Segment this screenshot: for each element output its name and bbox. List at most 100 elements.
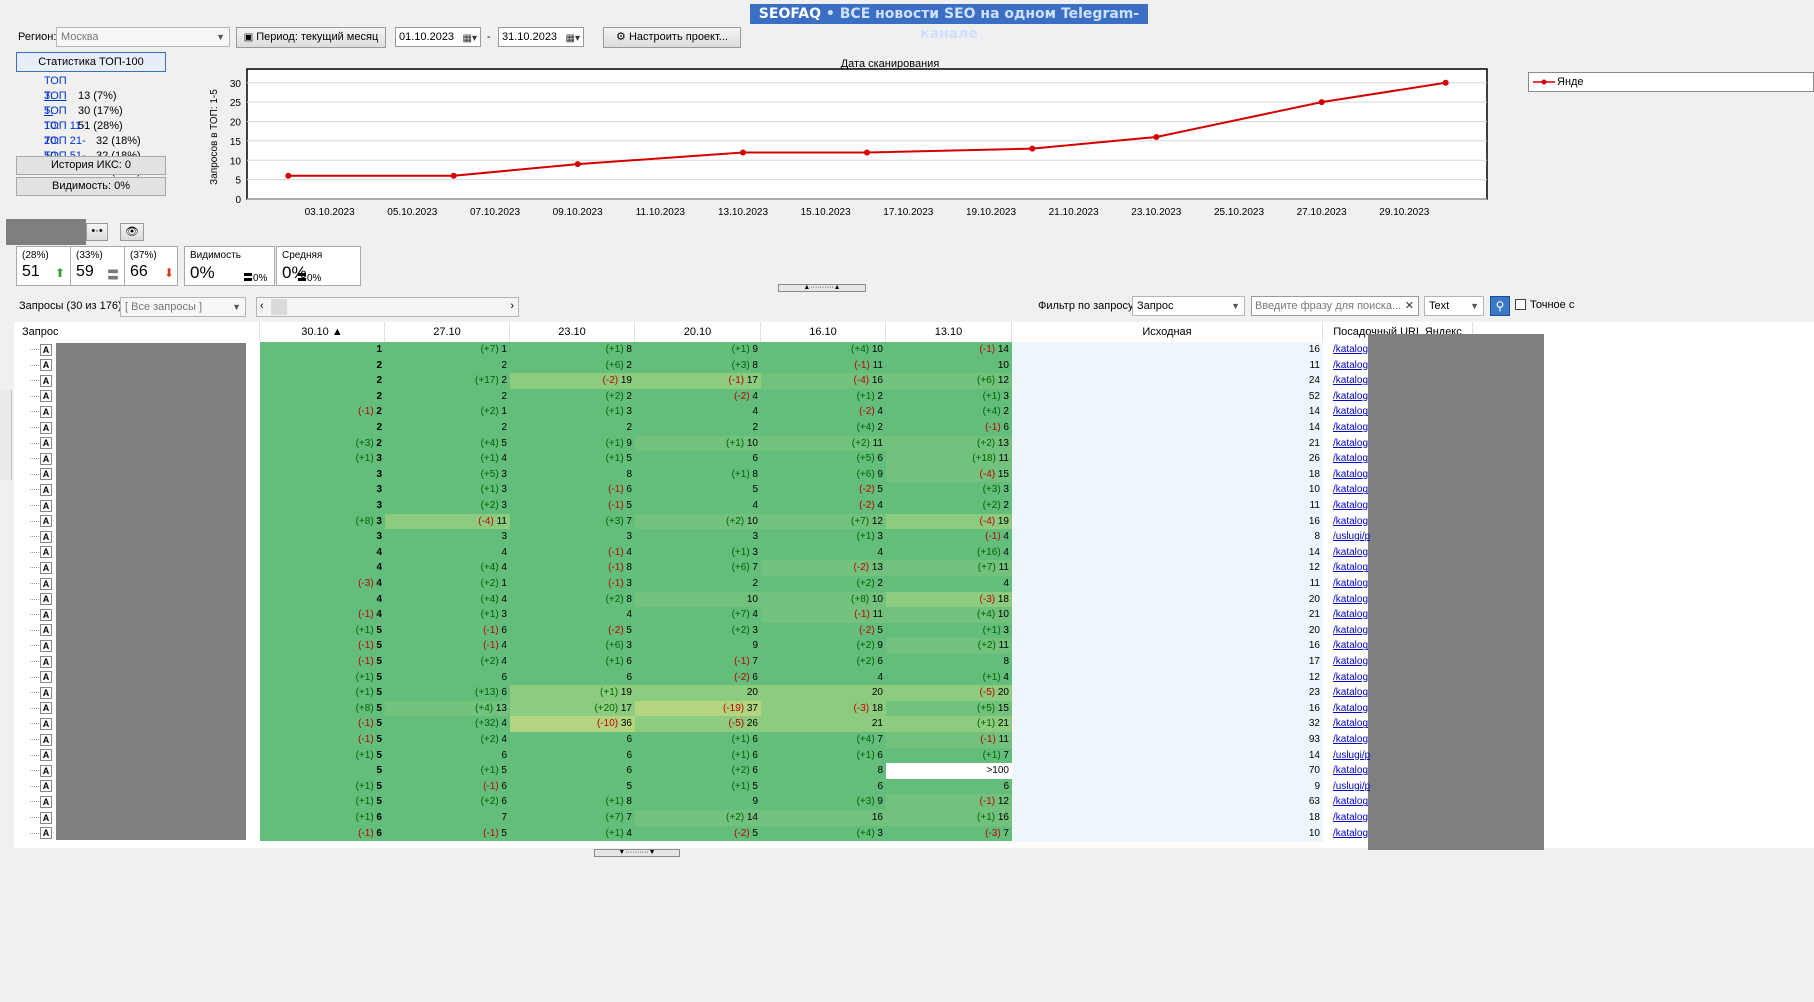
position-cell[interactable]: (+4) 4 xyxy=(385,560,510,576)
query-type-icon[interactable]: A xyxy=(40,561,52,574)
position-cell[interactable]: (+2) 4 xyxy=(385,732,510,748)
position-cell[interactable]: (+5) 6 xyxy=(761,451,886,467)
position-cell[interactable]: (+6) 12 xyxy=(886,373,1012,389)
position-cell[interactable]: (-2) 4 xyxy=(635,388,761,405)
query-type-icon[interactable]: A xyxy=(40,530,52,543)
position-cell[interactable]: 4 xyxy=(635,404,761,420)
position-cell[interactable]: 4 xyxy=(635,498,761,514)
position-cell[interactable]: (+4) 3 xyxy=(761,825,886,842)
position-cell[interactable]: 6 xyxy=(886,778,1012,795)
position-cell[interactable]: 10 xyxy=(635,591,761,608)
position-cell[interactable]: (-1) 11 xyxy=(761,357,886,374)
position-cell[interactable]: (+1) 4 xyxy=(886,669,1012,686)
scroll-left-icon[interactable]: ‹ xyxy=(260,300,264,312)
position-cell[interactable]: (+7) 12 xyxy=(761,513,886,530)
position-cell[interactable]: (+32) 4 xyxy=(385,716,510,732)
query-type-icon[interactable]: A xyxy=(40,795,52,808)
position-cell[interactable]: (+1) 2 xyxy=(761,388,886,405)
landing-url-link[interactable]: /katalog xyxy=(1333,375,1369,387)
landing-url-link[interactable]: /katalog xyxy=(1333,656,1369,667)
position-cell[interactable]: (+1) 8 xyxy=(510,794,635,810)
position-cell[interactable]: 2 xyxy=(385,420,510,436)
position-cell[interactable]: (-1) 6 xyxy=(510,482,635,498)
position-cell[interactable]: (+4) 10 xyxy=(886,607,1012,623)
query-type-icon[interactable]: A xyxy=(40,686,52,699)
position-cell[interactable]: (+1) 5 xyxy=(260,747,385,764)
landing-url-link[interactable]: /katalog xyxy=(1333,812,1369,823)
position-cell[interactable]: 6 xyxy=(635,451,761,467)
position-cell[interactable]: 6 xyxy=(385,747,510,764)
position-cell[interactable]: (+1) 4 xyxy=(510,825,635,842)
position-cell[interactable]: 4 xyxy=(761,544,886,561)
position-cell[interactable]: (-1) 3 xyxy=(510,576,635,592)
top-stat-name[interactable]: ТОП 3: xyxy=(44,75,67,102)
position-cell[interactable]: (+3) 8 xyxy=(635,357,761,374)
column-header[interactable]: 20.10 xyxy=(635,322,761,342)
position-cell[interactable]: (-2) 19 xyxy=(510,373,635,389)
position-cell[interactable]: (-1) 6 xyxy=(385,622,510,639)
query-type-icon[interactable]: A xyxy=(40,827,52,840)
position-cell[interactable]: 6 xyxy=(510,763,635,779)
calendar-dropdown-icon[interactable]: ▦▾ xyxy=(565,33,580,44)
landing-url-link[interactable]: /katalog xyxy=(1333,406,1369,418)
position-cell[interactable]: 6 xyxy=(385,669,510,686)
query-type-icon[interactable]: A xyxy=(40,499,52,512)
position-cell[interactable]: (+1) 6 xyxy=(260,810,385,826)
position-cell[interactable]: (+2) 3 xyxy=(635,622,761,639)
position-cell[interactable]: (+3) 7 xyxy=(510,513,635,530)
position-cell[interactable]: (-5) 20 xyxy=(886,685,1012,701)
landing-url-link[interactable]: /katalog xyxy=(1333,624,1369,636)
top-stat-name[interactable]: ТОП 10: xyxy=(44,105,67,132)
side-splitter[interactable] xyxy=(0,390,12,480)
position-cell[interactable]: 4 xyxy=(260,560,385,576)
position-cell[interactable]: (+1) 3 xyxy=(510,404,635,420)
position-cell[interactable]: (-2) 5 xyxy=(761,622,886,639)
position-cell[interactable]: 4 xyxy=(385,544,510,561)
position-cell[interactable]: (+2) 6 xyxy=(635,763,761,779)
position-cell[interactable]: 5 xyxy=(260,763,385,779)
landing-url-link[interactable]: /katalog xyxy=(1333,515,1369,527)
search-type-select[interactable]: Text ▼ xyxy=(1424,296,1484,316)
position-cell[interactable]: (-2) 6 xyxy=(635,669,761,686)
landing-url-link[interactable]: /katalog xyxy=(1333,687,1369,699)
position-cell[interactable]: (-1) 6 xyxy=(886,420,1012,436)
position-cell[interactable]: (+1) 5 xyxy=(385,763,510,779)
landing-url-link[interactable]: /uslugi/p xyxy=(1333,780,1370,792)
query-type-icon[interactable]: A xyxy=(40,624,52,637)
position-cell[interactable]: (-1) 5 xyxy=(260,638,385,654)
iks-history-button[interactable]: История ИКС: 0 xyxy=(16,156,166,175)
landing-url-link[interactable]: /katalog xyxy=(1333,609,1369,621)
position-cell[interactable]: 2 xyxy=(260,357,385,374)
position-cell[interactable]: (+1) 6 xyxy=(510,654,635,670)
position-cell[interactable]: (-2) 4 xyxy=(761,404,886,420)
query-type-icon[interactable]: A xyxy=(40,437,52,450)
position-cell[interactable]: 20 xyxy=(761,685,886,701)
position-cell[interactable]: (-3) 18 xyxy=(761,700,886,717)
position-cell[interactable]: 3 xyxy=(260,466,385,483)
query-type-icon[interactable]: A xyxy=(40,359,52,372)
position-cell[interactable]: (+1) 16 xyxy=(886,810,1012,826)
bottom-splitter-handle[interactable]: ▼··········▼ xyxy=(594,849,680,857)
position-cell[interactable]: 2 xyxy=(510,420,635,436)
clear-icon[interactable]: ✕ xyxy=(1404,300,1414,312)
landing-url-link[interactable]: /katalog xyxy=(1333,765,1369,777)
position-cell[interactable]: (+8) 3 xyxy=(260,513,385,530)
position-cell[interactable]: (+2) 13 xyxy=(886,435,1012,452)
landing-url-link[interactable]: /katalog xyxy=(1333,578,1369,589)
position-cell[interactable]: (+1) 6 xyxy=(635,747,761,764)
landing-url-link[interactable]: /katalog xyxy=(1333,593,1369,605)
splitter-handle[interactable]: ▲··········▲ xyxy=(778,284,866,292)
position-cell[interactable]: (-10) 36 xyxy=(510,716,635,732)
position-cell[interactable]: (+4) 13 xyxy=(385,700,510,717)
position-cell[interactable]: 21 xyxy=(761,716,886,732)
landing-url-link[interactable]: /katalog xyxy=(1333,437,1369,449)
query-group-select[interactable]: [ Все запросы ] ▼ xyxy=(120,297,246,317)
position-cell[interactable]: (-4) 11 xyxy=(385,513,510,530)
search-icon[interactable]: ⚲ xyxy=(1490,296,1510,316)
query-type-icon[interactable]: A xyxy=(40,515,52,528)
position-cell[interactable]: (-4) 16 xyxy=(761,373,886,389)
landing-url-link[interactable]: /katalog xyxy=(1333,344,1369,355)
position-cell[interactable]: (-1) 2 xyxy=(260,404,385,420)
landing-url-link[interactable]: /uslugi/p xyxy=(1333,531,1370,543)
position-cell[interactable]: 3 xyxy=(635,529,761,545)
